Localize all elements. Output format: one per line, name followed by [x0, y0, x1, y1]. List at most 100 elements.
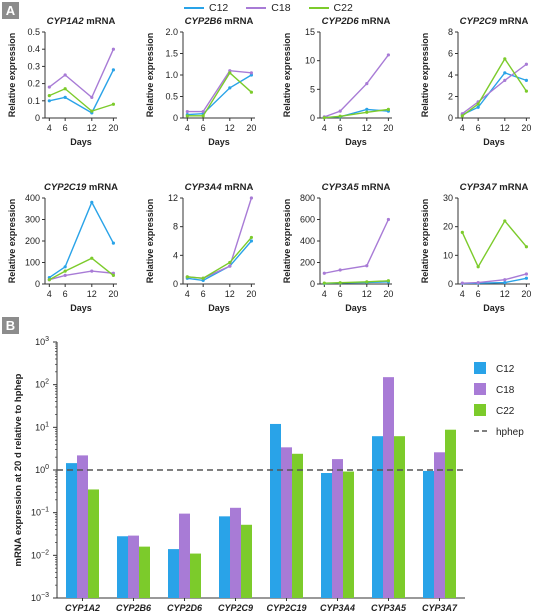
- x-tick-label: CYP2B6: [116, 603, 152, 613]
- chart-title: CYP3A7 mRNA: [460, 182, 529, 193]
- y-tick-label: 400: [300, 236, 315, 246]
- y-tick-label: 0.5: [165, 92, 178, 102]
- data-point-c22: [185, 275, 189, 279]
- data-point-c18: [249, 196, 253, 200]
- y-axis-label: Relative expression: [282, 33, 292, 118]
- data-point-c22: [111, 102, 115, 106]
- chart-title: CYP2D6 mRNA: [322, 16, 391, 27]
- series-line-c18: [324, 54, 389, 118]
- y-tick-label: 8: [448, 27, 453, 37]
- y-tick-label: 1.5: [165, 49, 178, 59]
- series-line-c12: [49, 69, 115, 114]
- y-tick-label: 103: [35, 336, 49, 347]
- chart-title-suffix: mRNA: [359, 16, 391, 27]
- bar-c22-cyp2c19: [292, 453, 303, 598]
- y-tick-label: 10: [305, 56, 315, 66]
- data-point-c22: [338, 114, 342, 118]
- bar-c22-cyp3a7: [445, 429, 456, 598]
- y-tick-label: 4: [173, 250, 178, 260]
- x-axis-label: Days: [208, 303, 230, 313]
- bar-c22-cyp1a2: [88, 489, 99, 598]
- data-point-c22: [249, 235, 253, 240]
- series-line-c22: [48, 257, 114, 281]
- panel-a-label: A: [2, 2, 19, 19]
- x-tick-label: 20: [246, 289, 256, 299]
- x-tick-label: CYP3A7: [422, 603, 458, 613]
- bar-c18-cyp3a7: [434, 452, 445, 598]
- y-tick-label: 200: [300, 258, 315, 268]
- series-line-c22: [187, 236, 252, 279]
- chart-title-suffix: mRNA: [497, 182, 529, 193]
- bar-c22-cyp2b6: [139, 546, 150, 598]
- x-tick-label: 12: [500, 123, 510, 133]
- data-point-c12: [63, 265, 67, 269]
- line-chart-cyp2c19: CYP2C19 mRNA 0 100 200 300 400 4 6 12 20 Days Relat…: [7, 182, 118, 313]
- x-tick-label: 4: [47, 289, 52, 299]
- series-line-c18: [187, 69, 252, 113]
- data-point-c18: [476, 280, 480, 285]
- data-point-c22: [365, 280, 369, 284]
- x-tick-label: 12: [87, 123, 97, 133]
- bar-c12-cyp2c9: [219, 516, 230, 598]
- chart-title-suffix: mRNA: [84, 16, 116, 27]
- series-line-c18: [49, 270, 114, 281]
- bar-c22-cyp3a5: [394, 436, 405, 598]
- x-tick-label: 12: [87, 289, 97, 299]
- data-point-c18: [524, 62, 529, 66]
- series-line-c12: [462, 72, 527, 116]
- data-point-c18: [338, 109, 342, 113]
- y-tick-label: 10−3: [31, 592, 49, 603]
- data-point-c22: [63, 269, 67, 273]
- x-tick-label: 4: [47, 123, 52, 133]
- x-tick-label: 20: [246, 123, 256, 133]
- x-tick-label: CYP2C19: [266, 603, 306, 613]
- data-point-c22: [386, 279, 390, 283]
- bar-c12-cyp3a5: [372, 436, 383, 598]
- data-point-c22: [503, 57, 507, 61]
- x-tick-label: 6: [476, 289, 481, 299]
- series-line-c22: [49, 87, 114, 112]
- x-tick-label: 20: [383, 123, 393, 133]
- y-tick-label: 30: [443, 193, 453, 203]
- y-tick-label: 2.0: [165, 27, 178, 37]
- legend-item-c12: C12: [184, 2, 228, 14]
- x-tick-label: 6: [63, 123, 68, 133]
- data-point-c22: [524, 89, 529, 93]
- y-tick-label: 5: [310, 84, 315, 94]
- chart-title-suffix: mRNA: [222, 182, 254, 193]
- y-axis-label: Relative expression: [145, 199, 155, 284]
- bar-c12-cyp2b6: [117, 536, 128, 598]
- y-tick-label: 100: [25, 258, 40, 268]
- y-tick-base: 10: [31, 593, 41, 603]
- data-point-c18: [228, 264, 232, 268]
- series-line-c18: [187, 197, 253, 279]
- data-point-c22: [185, 114, 189, 118]
- y-tick-base: 10: [35, 337, 45, 347]
- x-axis-label: Days: [70, 137, 92, 147]
- y-tick-label: 0: [173, 113, 178, 123]
- data-point-c12: [63, 95, 67, 99]
- bar-c22-cyp2c9: [241, 524, 252, 598]
- data-point-c22: [249, 90, 253, 94]
- legend-label-c22: C22: [496, 406, 515, 417]
- data-point-c22: [460, 230, 464, 234]
- y-axis-label: Relative expression: [7, 33, 17, 118]
- data-point-c22: [47, 278, 51, 282]
- data-point-c22: [90, 256, 94, 260]
- data-point-c22: [386, 107, 390, 111]
- bar-c18-cyp2d6: [179, 513, 190, 598]
- series-line-c22: [324, 108, 389, 119]
- series-line-c22: [324, 280, 389, 284]
- data-point-c22: [201, 114, 205, 118]
- y-axis-label: mRNA expression at 20 d relative to hphe…: [13, 373, 24, 566]
- y-axis-label: Relative expression: [145, 33, 155, 118]
- y-tick-label: 0: [310, 279, 315, 289]
- legend-swatch-c18: [246, 7, 267, 9]
- series-line-c12: [48, 200, 115, 279]
- line-chart-cyp3a5: CYP3A5 mRNA 0 200 400 600 800 4 6 12 20 Days Relati…: [282, 182, 393, 313]
- chart-title-gene: CYP3A7: [460, 182, 498, 193]
- y-tick-exponent: −1: [41, 507, 49, 514]
- y-tick-label: 2: [448, 92, 453, 102]
- bar-c12-cyp3a7: [423, 470, 434, 598]
